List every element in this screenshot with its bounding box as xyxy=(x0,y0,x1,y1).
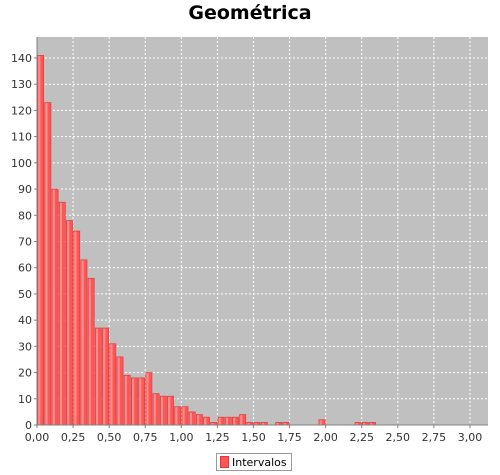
legend-label: Intervalos xyxy=(232,455,287,469)
bar-highlight xyxy=(67,221,70,425)
legend: Intervalos xyxy=(216,453,292,471)
bar-highlight xyxy=(146,373,149,425)
y-tick-label: 80 xyxy=(18,209,32,222)
bar-highlight xyxy=(204,417,207,425)
x-tick-label: 1,50 xyxy=(241,431,266,444)
y-tick-label: 90 xyxy=(18,183,32,196)
legend-swatch xyxy=(220,456,229,468)
x-tick-label: 2,00 xyxy=(313,431,338,444)
y-tick-label: 100 xyxy=(11,157,32,170)
bar-highlight xyxy=(160,396,164,425)
bar-highlight xyxy=(254,422,257,425)
bar-highlight xyxy=(74,231,77,425)
bar-highlight xyxy=(132,378,135,425)
bar-highlight xyxy=(117,357,120,425)
y-tick-label: 70 xyxy=(18,235,32,248)
bar-highlight xyxy=(276,422,279,425)
bar-highlight xyxy=(45,103,48,425)
x-tick-label: 3,00 xyxy=(458,431,483,444)
y-tick-label: 60 xyxy=(18,262,32,275)
bar-highlight xyxy=(81,260,84,425)
axes xyxy=(36,37,488,426)
bar-highlight xyxy=(261,422,265,425)
bar-highlight xyxy=(38,55,41,425)
x-tick-label: 1,00 xyxy=(169,431,194,444)
y-tick-label: 140 xyxy=(11,52,32,65)
bar-highlight xyxy=(175,407,178,425)
x-tick-label: 1,25 xyxy=(205,431,230,444)
bar-highlight xyxy=(225,417,228,425)
bar-highlight xyxy=(283,422,286,425)
x-tick-label: 0,75 xyxy=(133,431,158,444)
bar-highlight xyxy=(153,394,156,425)
y-tick-label: 120 xyxy=(11,104,32,117)
x-tick-label: 0,00 xyxy=(25,431,50,444)
x-tick-label: 2,50 xyxy=(386,431,411,444)
y-tick-label: 50 xyxy=(18,288,32,301)
x-tick-label: 2,75 xyxy=(422,431,447,444)
bar-highlight xyxy=(218,417,221,425)
x-tick-label: 0,50 xyxy=(97,431,122,444)
bar-highlight xyxy=(189,412,192,425)
bar-highlight xyxy=(103,328,106,425)
bar-highlight xyxy=(240,415,243,425)
bar-highlight xyxy=(362,422,366,425)
y-tick-label: 40 xyxy=(18,314,32,327)
bar-highlight xyxy=(182,407,185,425)
x-tick-label: 2,25 xyxy=(349,431,374,444)
bar-highlight xyxy=(196,415,200,425)
bar-highlight xyxy=(211,422,214,425)
chart-title: Geométrica xyxy=(188,2,312,24)
bar-highlight xyxy=(319,420,322,425)
y-tick-label: 10 xyxy=(18,393,32,406)
bar-highlight xyxy=(139,378,142,425)
bar-highlight xyxy=(52,189,55,425)
bar-highlight xyxy=(370,422,373,425)
y-tick-label: 20 xyxy=(18,367,32,380)
bar-highlight xyxy=(59,202,63,425)
y-tick-label: 110 xyxy=(11,131,32,144)
bar-highlight xyxy=(110,344,113,425)
bar-highlight xyxy=(355,422,358,425)
y-tick-label: 30 xyxy=(18,340,32,353)
bar-highlight xyxy=(168,396,171,425)
bar-highlight xyxy=(247,422,250,425)
bars xyxy=(37,55,376,426)
y-tick-label: 0 xyxy=(25,419,32,432)
bar-highlight xyxy=(233,417,236,425)
x-tick-label: 0,25 xyxy=(61,431,86,444)
bar-highlight xyxy=(88,278,91,425)
x-tick-label: 1,75 xyxy=(277,431,302,444)
tick-labels: 0 10 20 30 40 50 60 70 80 90 100 110 120 130 140 0,00 0,… xyxy=(11,52,482,444)
y-tick-label: 130 xyxy=(11,78,32,91)
bar-highlight xyxy=(124,375,127,425)
bar-highlight xyxy=(95,328,99,425)
